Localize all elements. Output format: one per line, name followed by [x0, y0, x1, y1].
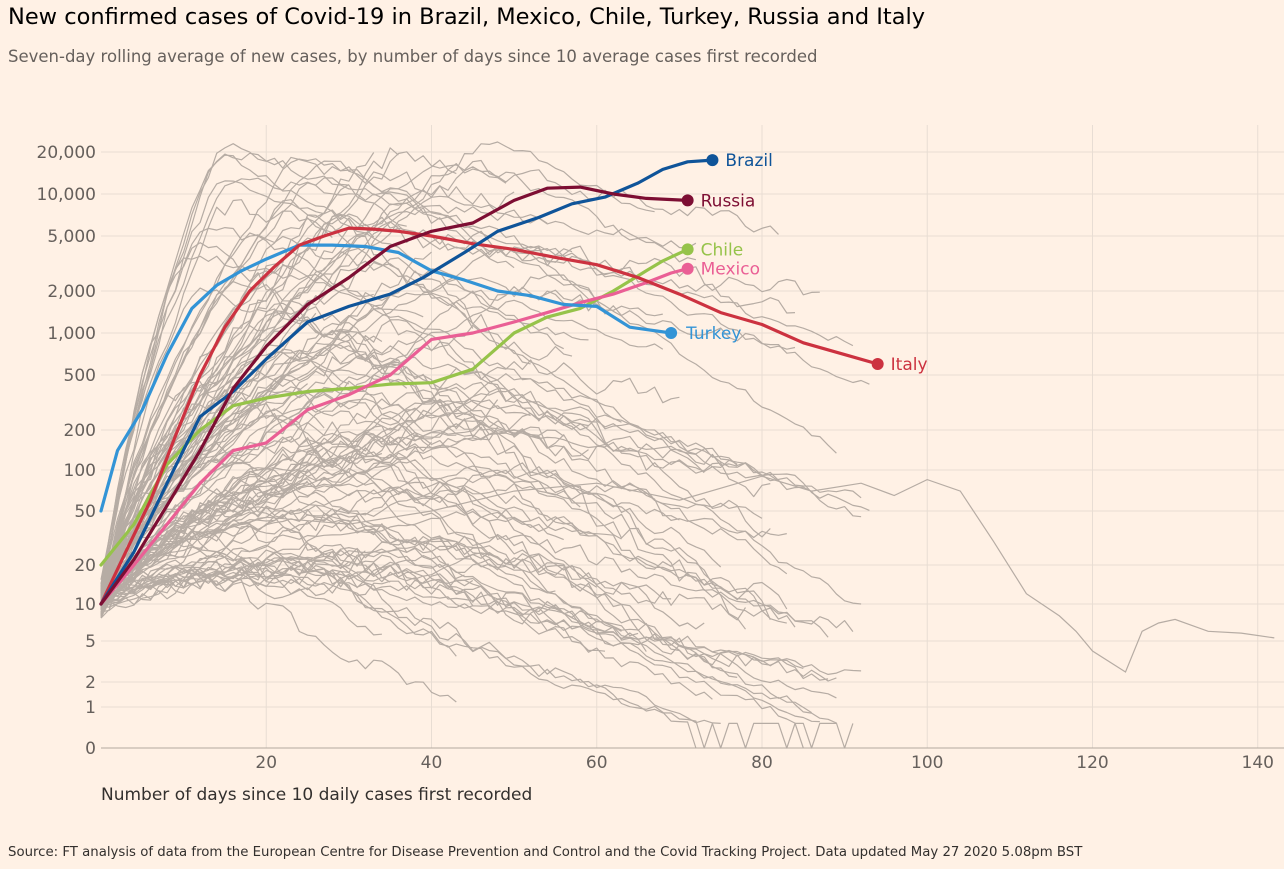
y-tick-label: 2,000 — [47, 282, 96, 302]
context-country-line — [100, 386, 796, 628]
x-axis-label: Number of days since 10 daily cases firs… — [101, 785, 532, 805]
source-note: Source: FT analysis of data from the Eur… — [8, 845, 1083, 860]
series-line-brazil — [99, 158, 715, 606]
context-country-line — [100, 537, 506, 606]
context-country-line — [100, 141, 655, 595]
series-endpoint-mexico — [681, 262, 694, 275]
context-country-line — [100, 152, 854, 596]
series-label-italy: Italy — [891, 355, 928, 375]
y-tick-label: 5,000 — [47, 227, 96, 247]
context-country-line — [100, 441, 432, 603]
x-tick-label: 80 — [751, 753, 773, 773]
context-country-line — [100, 246, 837, 587]
context-country-line — [100, 160, 598, 591]
context-country-line — [100, 177, 407, 586]
chart-subtitle: Seven-day rolling average of new cases, … — [8, 47, 818, 66]
context-country-line — [100, 287, 870, 615]
context-country-line — [100, 177, 697, 589]
context-country-line — [100, 422, 589, 593]
series-label-mexico: Mexico — [701, 260, 760, 280]
context-country-line — [100, 432, 457, 591]
context-country-line — [100, 147, 399, 608]
context-country-line — [100, 561, 837, 682]
context-country-line — [100, 264, 424, 591]
x-tick-label: 60 — [586, 753, 608, 773]
context-country-line — [100, 560, 697, 749]
chart-title: New confirmed cases of Covid-19 in Brazi… — [8, 4, 926, 30]
y-tick-label: 2 — [85, 673, 96, 693]
context-country-line — [100, 319, 771, 599]
series-line-turkey — [99, 243, 673, 513]
y-tick-label: 10 — [74, 595, 96, 615]
y-tick-label: 10,000 — [37, 185, 96, 205]
context-country-line — [100, 368, 581, 589]
context-country-line — [100, 415, 820, 723]
context-country-line — [100, 389, 325, 601]
series-line-chile — [99, 247, 690, 567]
context-country-line — [100, 180, 796, 595]
context-country-line — [100, 508, 606, 652]
context-country-line — [100, 465, 622, 592]
y-tick-label: 500 — [64, 366, 96, 386]
context-country-line — [100, 483, 787, 612]
series-endpoint-turkey — [665, 327, 678, 339]
y-tick-label: 1 — [85, 698, 96, 718]
series-line-russia — [99, 185, 690, 606]
context-country-line — [100, 542, 639, 637]
context-country-line — [100, 158, 870, 598]
series-endpoint-russia — [681, 194, 694, 207]
context-country-line — [100, 251, 432, 600]
context-country-line — [100, 169, 457, 596]
context-country-line — [100, 151, 779, 604]
axes: 20 40 60 80 100 120 140 0 1 2 5 10 20 50 100 200 500 1,00… — [37, 143, 1284, 773]
series-line-italy — [99, 226, 880, 606]
context-country-line — [100, 551, 837, 699]
context-country-line — [100, 533, 854, 632]
context-country-line — [101, 568, 457, 703]
x-tick-label: 140 — [1242, 753, 1274, 773]
series-label-turkey: Turkey — [685, 324, 741, 344]
context-country-line — [100, 199, 820, 588]
context-country-line — [100, 483, 804, 749]
context-country-line — [100, 255, 374, 594]
context-country-line — [100, 302, 771, 620]
context-country-line — [100, 324, 573, 597]
series-endpoint-brazil — [706, 154, 719, 167]
series-endpoint-chile — [681, 243, 694, 256]
x-tick-label: 120 — [1076, 753, 1108, 773]
context-country-line — [100, 309, 680, 592]
series-label-chile: Chile — [701, 240, 744, 260]
series-line-mexico — [99, 267, 690, 606]
series-label-brazil: Brazil — [725, 151, 772, 171]
context-country-line — [100, 154, 564, 600]
y-tick-label: 1,000 — [47, 324, 96, 344]
context-country-line — [100, 421, 854, 749]
series-label-russia: Russia — [701, 191, 756, 211]
y-tick-label: 20,000 — [37, 143, 96, 163]
y-tick-label: 5 — [85, 632, 96, 652]
context-country-line — [100, 399, 499, 601]
y-tick-label: 200 — [64, 421, 96, 441]
x-tick-label: 40 — [421, 753, 443, 773]
series-endpoint-italy — [871, 357, 884, 370]
y-tick-label: 20 — [74, 556, 96, 576]
context-country-line — [100, 475, 1275, 673]
y-tick-label: 100 — [64, 461, 96, 481]
context-country-lines — [100, 141, 1275, 749]
x-tick-label: 20 — [255, 753, 277, 773]
y-tick-label: 50 — [74, 502, 96, 522]
context-country-line — [100, 529, 382, 636]
context-country-line — [100, 278, 796, 617]
y-tick-label: 0 — [85, 739, 96, 759]
x-tick-label: 100 — [911, 753, 943, 773]
